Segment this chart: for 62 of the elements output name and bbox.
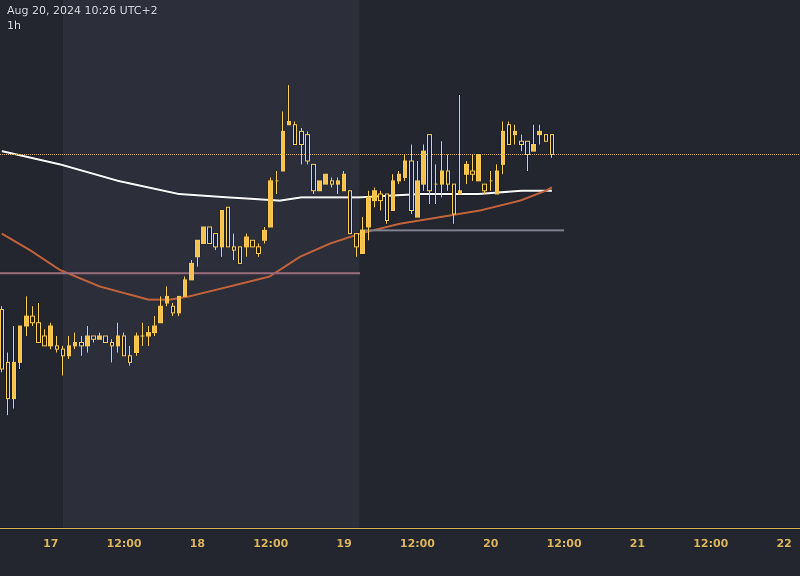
candlestick (0, 306, 4, 373)
x-tick-label: 12:00 (253, 537, 289, 550)
candlestick (177, 296, 181, 317)
candlestick (238, 246, 242, 264)
candlestick (489, 170, 493, 192)
candlestick (262, 226, 267, 244)
candlestick (189, 260, 194, 280)
candlestick (165, 286, 169, 307)
x-tick-label: 17 (43, 537, 58, 550)
candlestick (122, 332, 126, 356)
candlestick (482, 184, 487, 195)
candlestick (342, 170, 346, 192)
candlestick (73, 332, 77, 350)
candlestick (507, 120, 511, 146)
candlestick (293, 120, 297, 146)
candlestick (287, 84, 291, 126)
candlestick (501, 120, 505, 175)
candlestick (452, 184, 456, 224)
candlestick (544, 134, 548, 142)
chart-title: Aug 20, 2024 10:26 UTC+2 (7, 4, 158, 17)
candlestick (232, 233, 236, 261)
candlestick (440, 140, 444, 198)
x-tick-label: 18 (190, 537, 206, 550)
candlestick (391, 174, 395, 212)
candlestick (116, 322, 120, 353)
x-tick-label: 12:00 (400, 537, 436, 550)
candlestick (220, 210, 224, 258)
candlestick (397, 170, 401, 185)
candlestick (330, 177, 334, 188)
candlestick (434, 164, 438, 204)
candlestick (281, 111, 285, 172)
x-tick-label: 22 (776, 537, 792, 550)
candlestick (67, 335, 71, 360)
candlestick (55, 335, 59, 353)
candlestick (348, 190, 352, 234)
x-tick-label: 19 (336, 537, 352, 550)
candlestick (12, 326, 16, 410)
x-tick-label: 20 (483, 537, 499, 550)
candlestick (537, 124, 542, 146)
candlestick (226, 206, 230, 248)
candlestick (183, 276, 187, 297)
x-tick-label: 12:00 (693, 537, 729, 550)
candlestick (385, 194, 389, 224)
candlestick (275, 170, 279, 195)
x-tick-label: 12:00 (546, 537, 582, 550)
candlestick (458, 94, 462, 195)
candlestick (550, 134, 554, 158)
candlestick (18, 326, 22, 370)
candlestick (336, 177, 340, 195)
candlestick (6, 352, 10, 416)
candlestick (403, 154, 407, 182)
x-tick-label: 12:00 (106, 537, 142, 550)
candlestick (171, 302, 175, 317)
candlestick (158, 296, 163, 324)
x-tick-label: 21 (630, 537, 646, 550)
candlestick (268, 177, 273, 228)
chart-subtitle: 1h (7, 19, 21, 32)
candlestick (128, 345, 132, 366)
candlestick (495, 164, 499, 195)
candlestick (110, 338, 114, 363)
candlestick (513, 124, 517, 146)
candlestick (446, 154, 450, 192)
